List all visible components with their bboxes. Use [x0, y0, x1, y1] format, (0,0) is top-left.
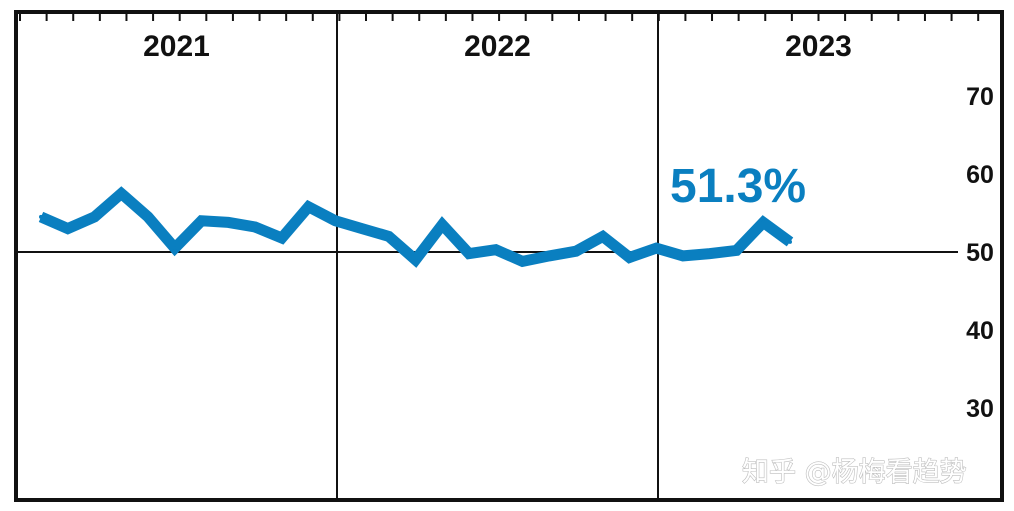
data-point — [600, 234, 605, 239]
data-point — [333, 218, 338, 223]
series-group — [38, 186, 794, 268]
y-tick-label-50: 50 — [966, 239, 994, 267]
data-point — [547, 253, 552, 258]
data-point — [574, 249, 578, 254]
data-point — [253, 225, 257, 230]
data-point — [734, 248, 739, 253]
data-point — [440, 222, 445, 227]
watermark: 知乎 @杨梅看趋势 — [742, 457, 967, 488]
data-point — [65, 226, 70, 231]
data-point — [226, 220, 231, 225]
year-label-2023: 2023 — [785, 30, 852, 63]
chart-frame — [14, 10, 1004, 502]
y-tick-label-70: 70 — [966, 83, 994, 111]
data-point — [681, 253, 685, 258]
y-tick-label-60: 60 — [966, 161, 994, 189]
data-point — [386, 234, 391, 239]
data-point — [707, 251, 712, 256]
data-point — [119, 191, 124, 196]
data-point — [520, 259, 525, 264]
data-point — [627, 255, 632, 260]
data-point — [788, 239, 792, 244]
data-point — [761, 220, 766, 225]
data-point — [146, 214, 150, 219]
data-point — [654, 246, 659, 251]
year-label-2022: 2022 — [464, 30, 531, 63]
data-point — [467, 251, 471, 256]
data-point — [413, 257, 418, 262]
y-tick-label-40: 40 — [966, 317, 994, 345]
y-axis: 30 40 50 60 70 — [966, 83, 994, 423]
latest-value-callout: 51.3% — [670, 160, 806, 213]
data-point — [39, 214, 43, 219]
data-point — [306, 204, 311, 209]
year-labels: 2021 2022 2023 — [143, 30, 852, 63]
data-point — [360, 226, 364, 231]
year-label-2021: 2021 — [143, 30, 210, 63]
data-point — [279, 235, 284, 240]
y-tick-label-30: 30 — [966, 395, 994, 423]
data-point — [199, 218, 204, 223]
year-dividers — [336, 12, 659, 500]
data-point — [92, 214, 97, 219]
frame-border — [14, 10, 1004, 502]
month-ticks — [19, 12, 980, 21]
data-point — [493, 247, 498, 252]
data-point — [172, 246, 177, 251]
